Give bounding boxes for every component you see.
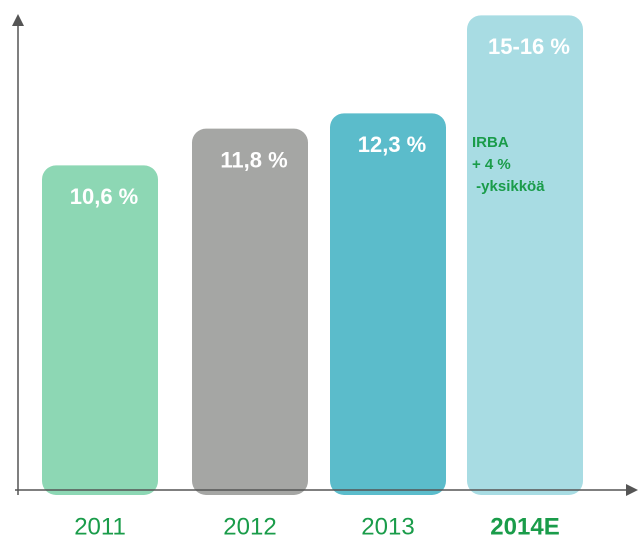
x-tick-label: 2011 (74, 513, 126, 540)
value-label: 10,6 % (70, 184, 139, 209)
value-label: 12,3 % (358, 132, 427, 157)
annotation: IRBA (472, 134, 509, 151)
annotation: + 4 % (472, 156, 511, 173)
bar (42, 165, 158, 495)
x-tick-label: 2014E (490, 513, 559, 540)
bars (42, 15, 583, 495)
annotation: -yksikköä (472, 178, 545, 195)
x-tick-label: 2012 (223, 513, 276, 540)
value-label: 11,8 % (220, 147, 287, 172)
bar (192, 128, 308, 495)
x-tick-label: 2013 (361, 513, 414, 540)
value-label: 15-16 % (488, 34, 570, 59)
bar (467, 15, 583, 495)
bar (330, 113, 446, 495)
